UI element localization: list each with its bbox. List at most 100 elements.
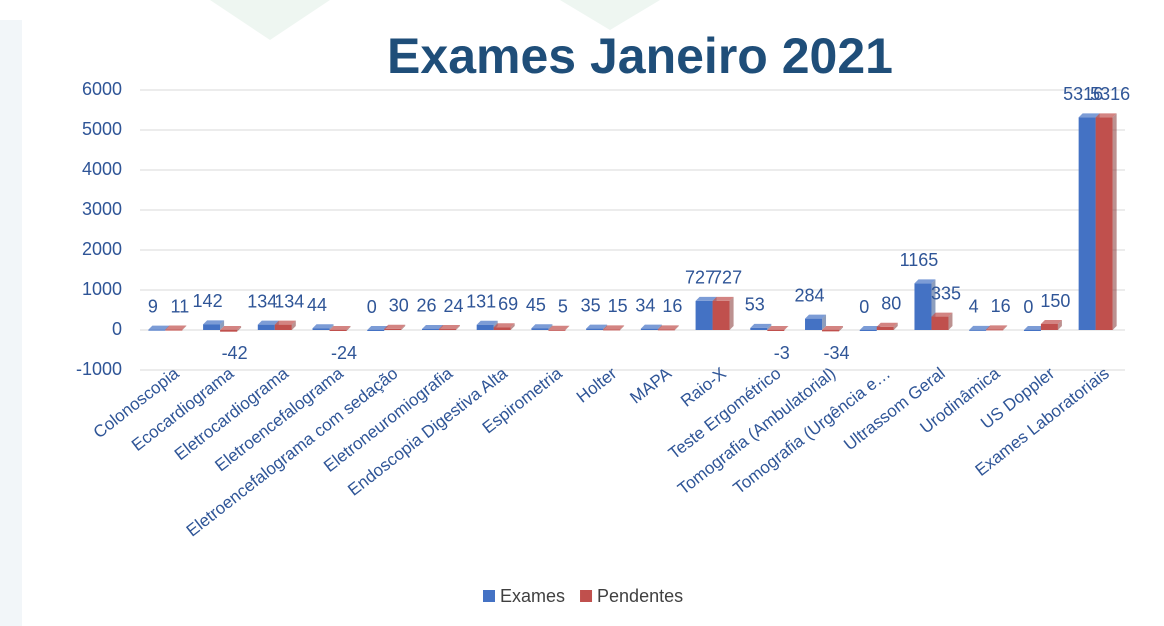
bar-side: [291, 320, 296, 330]
legend-label: Exames: [500, 586, 565, 606]
bar-side: [1057, 320, 1062, 330]
bar: [586, 328, 604, 330]
bar-side: [401, 324, 406, 330]
bar-top: [548, 325, 570, 330]
bar-top: [148, 325, 170, 330]
bar-side: [839, 326, 844, 332]
bar-top: [750, 323, 772, 328]
bar: [750, 327, 768, 330]
data-label: 727: [712, 268, 742, 288]
bar: [805, 318, 823, 330]
bar: [969, 329, 987, 331]
bar-side: [893, 322, 898, 330]
bar: [531, 328, 549, 330]
chart-title: Exames Janeiro 2021: [387, 28, 893, 84]
data-label: 142: [193, 291, 223, 311]
bar-top: [476, 320, 498, 325]
data-label: 1165: [900, 250, 939, 270]
data-label: 727: [685, 268, 715, 288]
bar-side: [565, 325, 570, 330]
bar: [986, 329, 1004, 331]
bar: [603, 329, 621, 331]
bar-side: [822, 314, 827, 330]
bar-top: [695, 296, 717, 301]
bar: [1078, 117, 1096, 330]
bar: [548, 329, 566, 331]
bar-side: [220, 320, 225, 330]
data-label: 284: [795, 285, 825, 305]
bar-side: [455, 325, 460, 330]
data-label: 4: [969, 297, 979, 317]
bar-side: [948, 312, 953, 330]
data-label: 131: [466, 292, 496, 312]
data-label: 16: [991, 296, 1011, 316]
data-label: 69: [498, 294, 518, 314]
bar: [203, 324, 221, 330]
data-label: 45: [526, 295, 546, 315]
bar: [165, 329, 183, 331]
bar-top: [586, 324, 608, 329]
data-label: 80: [881, 294, 901, 314]
bar: [493, 327, 511, 330]
bar-top: [1040, 320, 1062, 324]
bar-top: [914, 279, 936, 284]
bar-top: [493, 323, 515, 328]
bar-top: [220, 326, 242, 330]
bar: [1095, 117, 1113, 330]
y-tick-label: 4000: [82, 159, 122, 179]
data-label: 5316: [1063, 84, 1103, 104]
bar: [220, 330, 238, 332]
bar-top: [203, 320, 225, 325]
bar-top: [329, 326, 351, 330]
bar-top: [367, 326, 389, 330]
bar-top: [859, 326, 881, 330]
data-label: 0: [367, 297, 377, 317]
y-tick-label: 1000: [82, 279, 122, 299]
data-label: 335: [931, 283, 961, 303]
bar-side: [1112, 113, 1117, 330]
bar-side: [329, 324, 334, 330]
data-label: 5: [558, 297, 568, 317]
bar-top: [712, 296, 734, 301]
bar-top: [274, 320, 296, 325]
data-label: 30: [389, 296, 409, 316]
bar: [712, 300, 730, 330]
bar: [438, 329, 456, 331]
bar-side: [767, 323, 772, 330]
bar-top: [805, 314, 827, 319]
bar-side: [729, 296, 734, 330]
y-tick-label: -1000: [76, 359, 122, 379]
bar: [148, 329, 166, 331]
bar-top: [657, 325, 679, 330]
decoration: [0, 20, 22, 626]
bar: [859, 330, 877, 331]
data-label: 134: [274, 291, 304, 311]
bar-top: [931, 312, 953, 317]
bar: [421, 328, 439, 330]
bar-side: [510, 323, 515, 330]
bar: [695, 300, 713, 330]
data-label: 35: [581, 295, 601, 315]
bar-top: [165, 325, 187, 330]
bar-top: [767, 326, 789, 330]
bar-top: [1023, 326, 1045, 330]
data-label: 0: [859, 297, 869, 317]
bar: [1023, 330, 1041, 331]
bar: [384, 328, 402, 330]
data-label: 11: [171, 296, 190, 316]
data-label: 9: [148, 296, 158, 316]
bar-top: [986, 325, 1008, 330]
bar-top: [421, 324, 443, 329]
data-label: 0: [1023, 297, 1033, 317]
data-label: -42: [222, 343, 248, 363]
decoration: [560, 0, 660, 30]
data-label: 15: [608, 296, 628, 316]
bar: [274, 324, 292, 330]
bar-side: [674, 325, 679, 330]
bar-top: [822, 326, 844, 330]
y-tick-label: 5000: [82, 119, 122, 139]
bar-side: [784, 326, 789, 331]
bar: [367, 330, 385, 331]
bar-top: [603, 325, 625, 330]
